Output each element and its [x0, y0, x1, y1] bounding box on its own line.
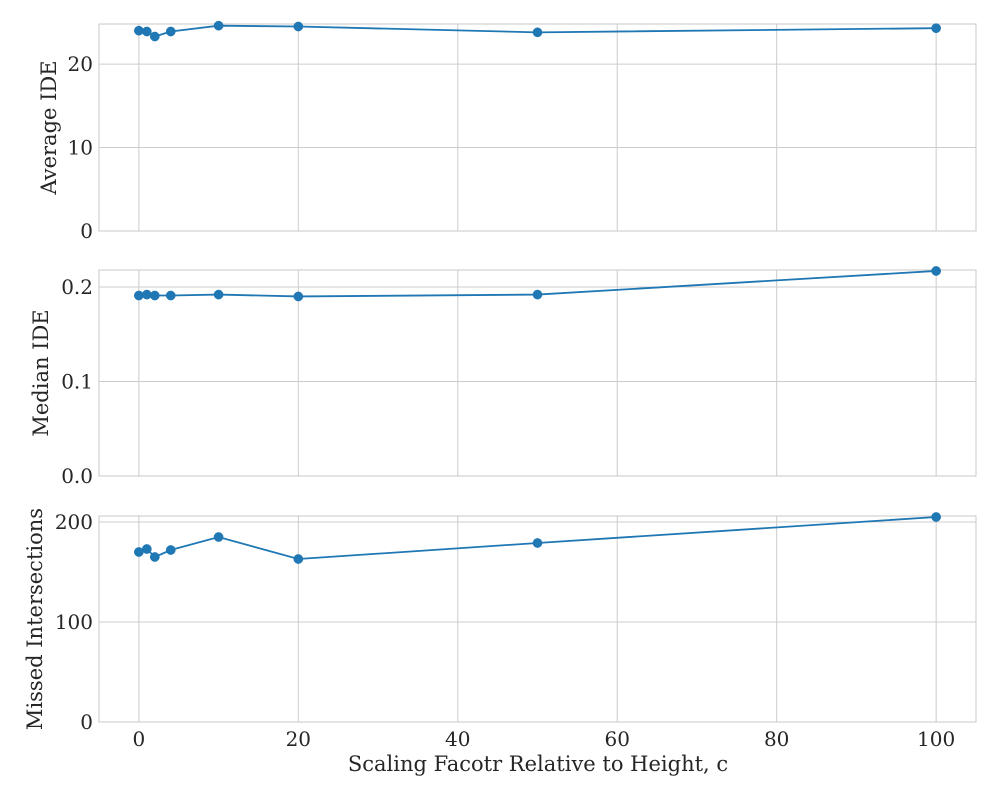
data-point: [931, 512, 941, 522]
y-tick-label: 0.0: [61, 464, 93, 488]
y-tick-label: 100: [55, 610, 93, 634]
x-tick-label: 40: [445, 727, 470, 751]
data-point: [293, 291, 304, 302]
y-axis-label: Missed Intersections: [23, 508, 47, 730]
series-line: [138, 516, 937, 560]
data-point: [141, 26, 152, 37]
x-axis-label: Scaling Facotr Relative to Height, c: [348, 752, 728, 776]
data-point: [213, 289, 224, 300]
panel-2: 0.0 0.1 0.2 Median IDE: [29, 266, 977, 488]
data-point: [165, 26, 176, 37]
data-point: [213, 532, 224, 542]
data-point: [931, 23, 941, 34]
y-tick-label: 0: [80, 219, 93, 243]
y-tick-label: 0.2: [61, 275, 93, 299]
data-point: [149, 31, 160, 42]
x-tick-label: 80: [764, 727, 789, 751]
data-point: [165, 545, 176, 555]
data-point: [213, 20, 224, 31]
x-tick-label: 0: [132, 727, 145, 751]
data-point: [149, 552, 160, 562]
data-point: [293, 21, 304, 32]
y-tick-label: 0: [80, 710, 93, 734]
data-point: [532, 289, 543, 300]
x-tick-label: 60: [605, 727, 630, 751]
x-tick-label: 100: [917, 727, 955, 751]
data-point: [532, 538, 543, 548]
y-tick-label: 0.1: [61, 370, 93, 394]
panel-1: 0 10 20 Average IDE: [37, 20, 977, 243]
panels: 0 10 20 Average IDE 0.0 0.1 0.2 Median IDE 0 100 2…: [23, 20, 977, 751]
y-axis-label: Average IDE: [37, 60, 61, 195]
panel-3: 0 100 200 Missed Intersections 0 20 40 60 80 100: [23, 508, 977, 751]
data-point: [293, 554, 304, 564]
y-tick-label: 200: [55, 510, 93, 534]
axes-frame: [98, 269, 977, 477]
axes-frame: [98, 515, 977, 723]
y-axis-label: Median IDE: [29, 309, 53, 436]
y-tick-label: 10: [68, 136, 93, 160]
data-point: [149, 290, 160, 301]
y-tick-label: 20: [68, 52, 93, 76]
data-point: [931, 266, 941, 276]
x-tick-label: 20: [286, 727, 311, 751]
data-point: [532, 27, 543, 38]
axes-frame: [98, 23, 977, 232]
data-point: [141, 544, 152, 554]
data-point: [165, 290, 176, 301]
